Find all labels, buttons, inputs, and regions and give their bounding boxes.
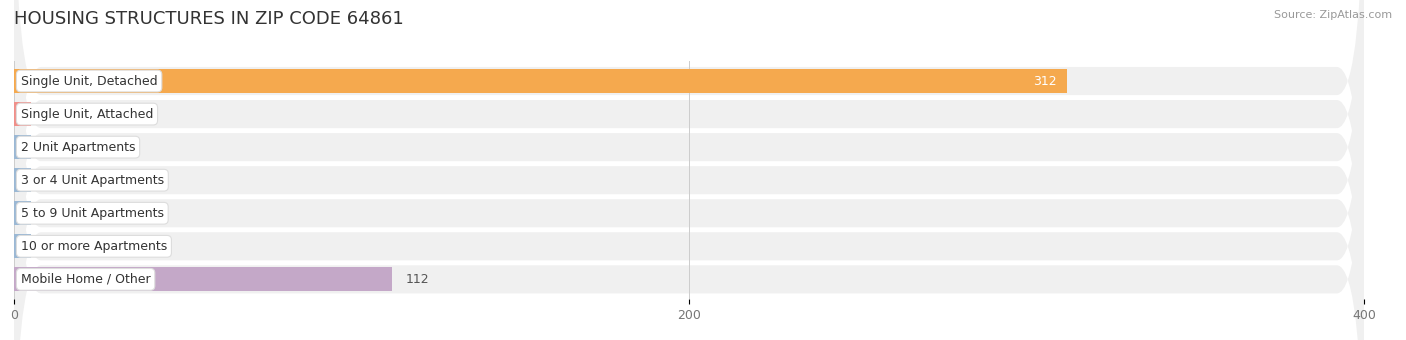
Bar [14,234,31,258]
FancyBboxPatch shape [14,29,1364,340]
Text: Single Unit, Detached: Single Unit, Detached [21,74,157,87]
Bar [14,69,1067,93]
Bar [14,201,31,225]
FancyBboxPatch shape [14,0,1364,340]
Text: 2 Unit Apartments: 2 Unit Apartments [21,141,135,154]
FancyBboxPatch shape [14,0,1364,340]
Text: 112: 112 [405,273,429,286]
Text: HOUSING STRUCTURES IN ZIP CODE 64861: HOUSING STRUCTURES IN ZIP CODE 64861 [14,10,404,28]
Text: 0: 0 [38,207,45,220]
Bar [14,168,31,192]
Text: 0: 0 [38,240,45,253]
FancyBboxPatch shape [14,0,1364,332]
FancyBboxPatch shape [14,0,1364,340]
Text: 0: 0 [38,141,45,154]
Text: Mobile Home / Other: Mobile Home / Other [21,273,150,286]
FancyBboxPatch shape [14,0,1364,340]
Text: 10 or more Apartments: 10 or more Apartments [21,240,167,253]
Bar [14,268,392,291]
Text: 0: 0 [38,174,45,187]
Text: 312: 312 [1033,74,1057,87]
Text: 5 to 9 Unit Apartments: 5 to 9 Unit Apartments [21,207,165,220]
Text: Single Unit, Attached: Single Unit, Attached [21,107,153,121]
Text: 0: 0 [38,107,45,121]
FancyBboxPatch shape [14,0,1364,340]
Bar [14,102,31,126]
Text: Source: ZipAtlas.com: Source: ZipAtlas.com [1274,10,1392,20]
Text: 3 or 4 Unit Apartments: 3 or 4 Unit Apartments [21,174,165,187]
Bar [14,135,31,159]
